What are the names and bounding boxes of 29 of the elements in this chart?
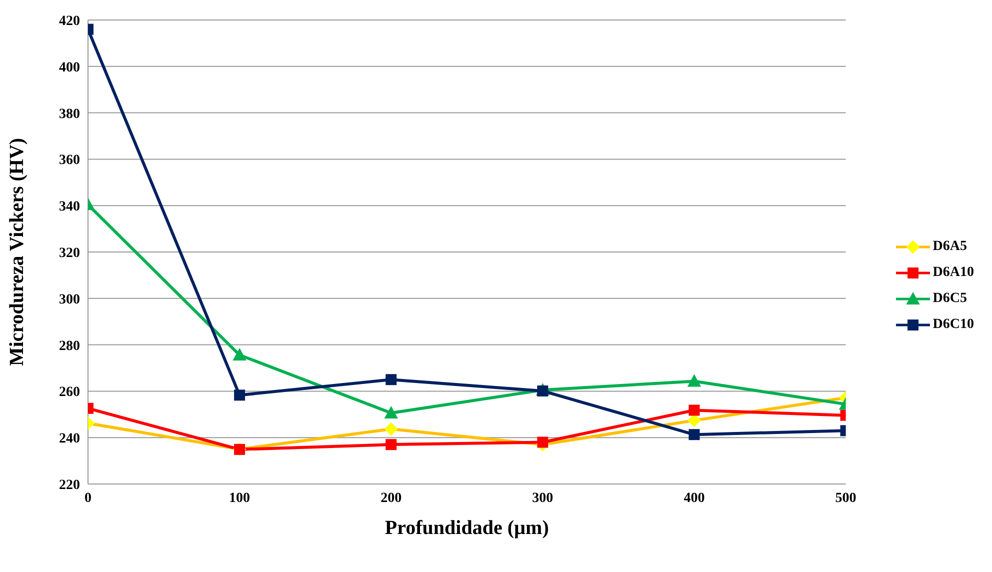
point <box>234 390 246 401</box>
x-tick-label: 400 <box>684 490 705 506</box>
legend-label: D6C5 <box>932 291 967 307</box>
y-tick-label: 400 <box>59 60 80 76</box>
y-axis-title: Microdureza Vickers (HV) <box>6 138 28 366</box>
y-tick-label: 300 <box>59 292 80 308</box>
point <box>386 439 397 450</box>
point <box>384 406 398 419</box>
x-tick-label: 300 <box>532 490 554 506</box>
y-tick-label: 420 <box>59 14 80 29</box>
point <box>386 374 397 386</box>
point <box>537 436 548 448</box>
y-tick-label: 280 <box>59 338 80 354</box>
x-tick-label: 200 <box>380 490 402 506</box>
x-tick-label: 0 <box>84 490 92 506</box>
point <box>233 348 246 361</box>
y-tick-label: 260 <box>59 385 80 400</box>
legend-label: D6A5 <box>932 239 967 255</box>
legend-label: D6C10 <box>932 317 974 333</box>
x-tick-label: 100 <box>229 490 250 506</box>
x-tick-label: 500 <box>835 490 856 506</box>
y-tick-label: 380 <box>59 106 80 122</box>
x-axis-title: Profundidade (µm) <box>384 517 549 539</box>
y-tick-label: 220 <box>59 478 80 493</box>
legend-label: D6A10 <box>932 265 974 281</box>
y-tick-label: 320 <box>59 246 80 261</box>
y-tick-label: 360 <box>59 153 80 168</box>
y-tick-label: 240 <box>59 432 80 447</box>
y-tick-label: 340 <box>59 200 80 215</box>
